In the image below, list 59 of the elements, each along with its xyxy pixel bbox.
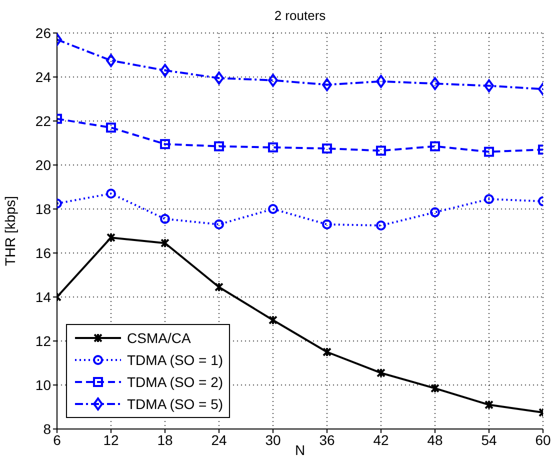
y-tick-label: 18 — [35, 200, 52, 217]
point — [214, 282, 224, 292]
point — [106, 188, 116, 199]
y-tick-label: 22 — [35, 112, 52, 129]
point — [484, 194, 494, 204]
point — [106, 54, 116, 67]
y-tick-label: 10 — [35, 376, 52, 393]
x-tick-label: 24 — [211, 432, 227, 448]
point — [484, 79, 494, 92]
point — [160, 238, 170, 248]
x-tick-label: 30 — [265, 432, 281, 448]
point — [322, 144, 332, 154]
point — [430, 141, 440, 152]
point — [214, 141, 224, 152]
point — [268, 74, 278, 87]
point — [268, 315, 278, 326]
point — [376, 368, 386, 378]
point — [484, 146, 494, 157]
x-tick-label: 6 — [53, 432, 62, 448]
x-tick-label: 54 — [481, 432, 497, 448]
x-tick-label: 48 — [427, 432, 443, 448]
point — [322, 347, 332, 357]
point — [376, 74, 386, 88]
point — [430, 77, 440, 90]
y-tick-label: 24 — [35, 68, 52, 85]
x-axis-title: N — [294, 442, 306, 456]
point — [160, 64, 170, 77]
point — [376, 220, 386, 230]
x-tick-label: 18 — [157, 432, 173, 448]
y-tick-label: 12 — [35, 332, 52, 349]
point — [214, 219, 224, 230]
y-tick-label: 16 — [35, 244, 52, 261]
x-tick-label: 60 — [535, 432, 551, 448]
point — [214, 72, 224, 85]
y-tick-label: 20 — [35, 156, 52, 173]
chart-title: 2 routers — [273, 8, 327, 23]
point — [106, 122, 116, 133]
x-tick-label: 36 — [319, 432, 335, 448]
y-tick-label: 26 — [35, 24, 52, 41]
point — [160, 214, 170, 224]
x-tick-label: 42 — [373, 432, 389, 448]
point — [322, 78, 332, 92]
y-tick-label: 8 — [43, 420, 52, 437]
legend-label: TDMA (SO = 2) — [127, 374, 224, 390]
point — [430, 207, 440, 218]
point — [160, 139, 170, 150]
legend-label: TDMA (SO = 5) — [127, 396, 224, 412]
point — [376, 146, 386, 156]
point — [484, 400, 494, 410]
legend-label: TDMA (SO = 1) — [127, 352, 224, 368]
y-tick-label: 14 — [35, 288, 52, 305]
point — [322, 219, 332, 230]
point — [268, 204, 278, 214]
y-axis-title: THR [kbps] — [2, 196, 18, 266]
point — [106, 232, 116, 243]
legend-label: CSMA/CA — [127, 330, 191, 346]
x-tick-label: 12 — [103, 432, 119, 448]
point — [430, 383, 440, 394]
point — [268, 142, 278, 152]
